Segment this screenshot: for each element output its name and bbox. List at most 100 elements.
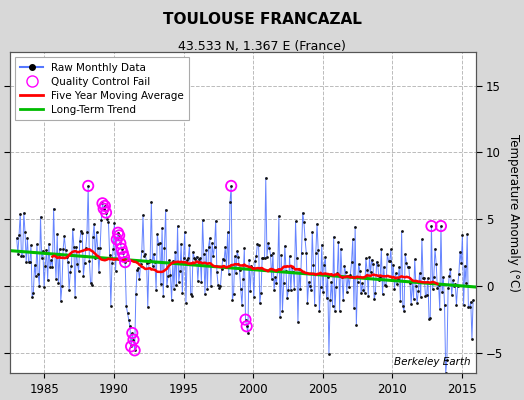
- Point: [196, 255, 204, 261]
- Point: [123, 310, 132, 316]
- Point: [13, 235, 21, 241]
- Point: [115, 232, 123, 238]
- Point: [57, 298, 65, 304]
- Point: [101, 203, 109, 209]
- Point: [121, 259, 129, 265]
- Point: [412, 283, 420, 290]
- Point: [401, 251, 409, 257]
- Point: [336, 246, 345, 252]
- Point: [361, 290, 369, 296]
- Point: [431, 246, 439, 252]
- Point: [329, 303, 337, 309]
- Point: [416, 270, 424, 276]
- Point: [184, 255, 192, 261]
- Point: [130, 347, 139, 354]
- Point: [288, 264, 296, 271]
- Point: [420, 274, 429, 281]
- Point: [59, 246, 68, 252]
- Point: [276, 314, 284, 320]
- Point: [410, 256, 419, 262]
- Point: [469, 297, 477, 303]
- Point: [66, 269, 74, 275]
- Point: [91, 255, 100, 262]
- Point: [386, 258, 394, 264]
- Text: TOULOUSE FRANCAZAL: TOULOUSE FRANCAZAL: [162, 12, 362, 27]
- Point: [152, 286, 160, 293]
- Point: [48, 264, 57, 271]
- Point: [149, 251, 158, 257]
- Text: 43.533 N, 1.367 E (France): 43.533 N, 1.367 E (France): [178, 40, 346, 53]
- Point: [326, 297, 334, 304]
- Point: [299, 210, 307, 216]
- Point: [327, 279, 335, 285]
- Point: [25, 259, 33, 266]
- Point: [220, 257, 228, 264]
- Point: [468, 335, 476, 342]
- Point: [114, 230, 122, 236]
- Point: [383, 251, 391, 257]
- Point: [430, 274, 438, 280]
- Point: [92, 229, 101, 236]
- Point: [315, 308, 324, 315]
- Point: [316, 284, 325, 290]
- Point: [403, 264, 412, 270]
- Point: [35, 283, 43, 289]
- Point: [449, 277, 457, 284]
- Point: [318, 242, 326, 248]
- Point: [49, 205, 58, 212]
- Point: [172, 282, 181, 288]
- Point: [405, 264, 413, 270]
- Point: [246, 287, 255, 294]
- Point: [331, 308, 339, 314]
- Point: [222, 264, 231, 270]
- Point: [242, 316, 250, 323]
- Point: [209, 253, 217, 260]
- Point: [286, 253, 294, 259]
- Point: [390, 285, 399, 292]
- Point: [247, 262, 256, 269]
- Point: [231, 253, 239, 260]
- Point: [28, 294, 36, 301]
- Point: [369, 261, 377, 267]
- Point: [243, 323, 251, 330]
- Point: [190, 254, 199, 261]
- Point: [313, 220, 321, 227]
- Point: [450, 282, 458, 289]
- Point: [438, 289, 446, 295]
- Point: [466, 298, 475, 305]
- Point: [248, 265, 257, 271]
- Point: [156, 240, 164, 246]
- Point: [338, 273, 346, 280]
- Point: [460, 302, 468, 308]
- Point: [109, 246, 117, 253]
- Point: [307, 287, 315, 293]
- Point: [223, 229, 232, 236]
- Point: [194, 278, 202, 284]
- Point: [465, 304, 474, 311]
- Point: [182, 300, 190, 306]
- Point: [181, 229, 189, 236]
- Point: [253, 240, 261, 247]
- Point: [277, 252, 286, 258]
- Point: [407, 301, 416, 307]
- Point: [387, 246, 395, 252]
- Point: [391, 270, 400, 276]
- Point: [243, 323, 251, 330]
- Point: [71, 294, 79, 300]
- Point: [432, 261, 440, 267]
- Point: [457, 260, 465, 267]
- Point: [252, 253, 260, 260]
- Point: [176, 268, 184, 274]
- Point: [32, 241, 41, 247]
- Point: [421, 293, 430, 299]
- Point: [213, 269, 221, 276]
- Point: [319, 289, 327, 296]
- Point: [442, 370, 450, 376]
- Point: [353, 278, 362, 285]
- Point: [294, 319, 302, 325]
- Point: [136, 261, 145, 267]
- Point: [397, 228, 406, 234]
- Point: [242, 316, 250, 323]
- Point: [323, 274, 332, 280]
- Point: [368, 256, 376, 263]
